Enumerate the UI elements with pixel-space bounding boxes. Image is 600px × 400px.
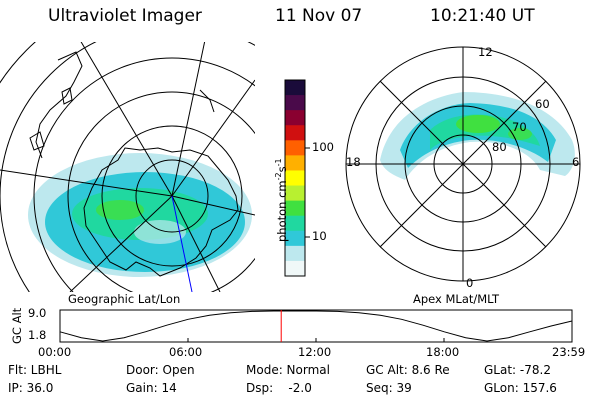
xtick-06: 06:00: [169, 345, 203, 359]
xtick-12: 12:00: [298, 345, 332, 359]
info-dsp: Dsp: -2.0: [246, 381, 312, 395]
colorbar-step: [285, 95, 305, 111]
mlt-lines: [346, 47, 580, 281]
xtick-00: 00:00: [38, 345, 72, 359]
south-america-coastline: [35, 51, 83, 159]
time-label: 10:21:40 UT: [430, 6, 535, 26]
meridians: [0, 42, 255, 292]
altitude-series-line: [59, 310, 573, 342]
colorbar-step: [285, 215, 305, 232]
info-ip: IP: 36.0: [8, 381, 54, 395]
colorbar-step: [285, 245, 305, 262]
altitude-ylabel: GC Alt: [10, 307, 24, 344]
altitude-ytick-9: 9.0: [28, 306, 47, 320]
info-gc-alt: GC Alt: 8.6 Re: [366, 363, 450, 377]
instrument-title: Ultraviolet Imager: [48, 6, 202, 26]
colorbar-step: [285, 200, 305, 217]
sun-meridian: [171, 195, 193, 292]
mlt-label-12: 12: [478, 45, 493, 59]
colorbar-step: [285, 185, 305, 202]
colorbar-label-10: 10: [312, 229, 327, 243]
mlat-label-70: 70: [512, 120, 527, 134]
colorbar-step: [285, 125, 305, 141]
info-mode: Mode: Normal: [246, 363, 330, 377]
colorbar-step: [285, 230, 305, 247]
africa-coastline: [199, 89, 215, 113]
info-gain: Gain: 14: [126, 381, 177, 395]
apex-panel-label: Apex MLat/MLT: [413, 292, 500, 306]
mlat-label-60: 60: [535, 97, 550, 111]
magnetic-polar-plot: [345, 46, 581, 282]
x-ticks: [187, 338, 445, 342]
colorbar-step: [285, 110, 305, 126]
date-label: 11 Nov 07: [275, 6, 363, 26]
right-auroral-emission: [380, 92, 575, 180]
islands-coastline: [29, 87, 73, 151]
mlt-label-6: 6: [572, 155, 580, 169]
colorbar-step: [285, 140, 305, 156]
colorbar-label-100: 100: [312, 140, 334, 154]
geographic-panel-label: Geographic Lat/Lon: [68, 292, 181, 306]
altitude-plot: [59, 309, 573, 343]
colorbar-unit: photon cm-2s-1: [274, 158, 289, 242]
colorbar-step: [285, 260, 305, 277]
mlt-label-18: 18: [346, 155, 361, 169]
colorbar-step: [285, 170, 305, 187]
left-auroral-emission: [28, 153, 252, 277]
colorbar-steps: [285, 80, 305, 277]
colorbar: [284, 79, 310, 277]
geographic-map: [0, 42, 255, 292]
info-glat: GLat: -78.2: [484, 363, 551, 377]
info-seq: Seq: 39: [366, 381, 412, 395]
xtick-2359: 23:59: [552, 345, 586, 359]
mlat-label-80: 80: [492, 140, 507, 154]
antarctica-coastline: [83, 147, 239, 277]
xtick-18: 18:00: [426, 345, 460, 359]
colorbar-step: [285, 80, 305, 96]
info-door: Door: Open: [126, 363, 195, 377]
mlt-label-0: 0: [466, 276, 474, 290]
info-glon: GLon: 157.6: [484, 381, 557, 395]
latitude-circles: [0, 42, 255, 292]
colorbar-step: [285, 155, 305, 171]
info-flt: Flt: LBHL: [8, 363, 62, 377]
altitude-ytick-1.8: 1.8: [28, 328, 47, 342]
